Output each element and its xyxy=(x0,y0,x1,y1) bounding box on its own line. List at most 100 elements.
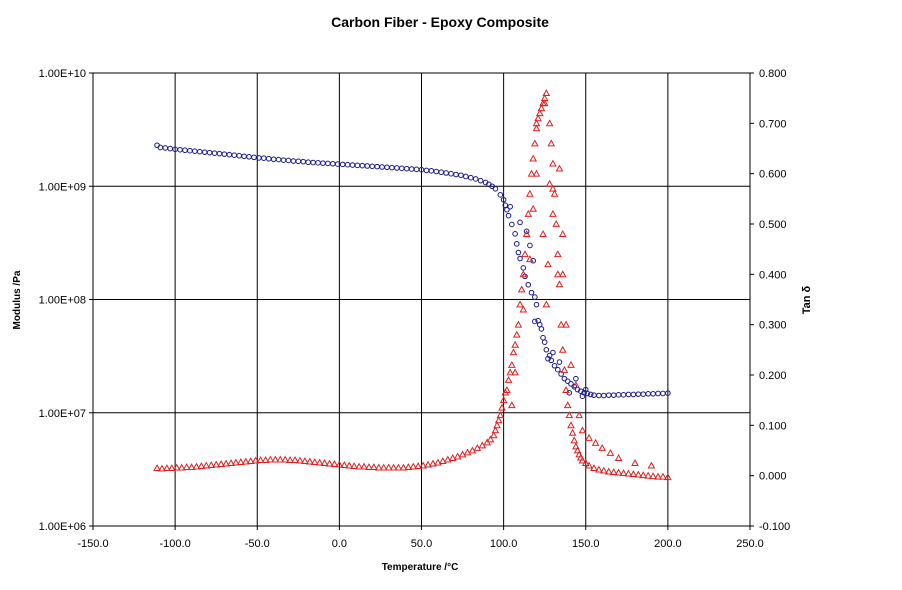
tan-delta-point xyxy=(355,462,363,470)
tan-delta-point xyxy=(187,463,196,471)
tan-delta-point xyxy=(647,461,656,469)
left-tick-label: 1.00E+07 xyxy=(39,408,86,420)
modulus-point xyxy=(564,378,571,384)
tan-delta-point xyxy=(424,460,432,468)
tan-delta-point xyxy=(429,459,437,467)
tan-delta-point xyxy=(325,459,334,467)
x-tick-label: 150.0 xyxy=(572,538,600,550)
tan-delta-point xyxy=(374,463,383,471)
tan-delta-point xyxy=(537,104,546,112)
right-axis-tick-labels: -0.100 0.000 0.100 0.200 0.300 0.400 0.500 0.60… xyxy=(750,68,790,533)
modulus-point xyxy=(517,219,523,226)
tan-delta-point xyxy=(539,230,547,237)
right-tick-label: 0.100 xyxy=(759,420,787,432)
tan-delta-point xyxy=(266,455,275,463)
tan-delta-point xyxy=(458,450,467,458)
modulus-point xyxy=(555,366,561,373)
tan-delta-point xyxy=(550,189,559,197)
tan-delta-point xyxy=(384,463,393,471)
tan-delta-point xyxy=(614,454,623,461)
tan-delta-point xyxy=(557,320,565,328)
tan-delta-point xyxy=(558,270,567,278)
tan-delta-point xyxy=(172,463,181,471)
tan-delta-point xyxy=(498,403,506,411)
tan-delta-point xyxy=(549,159,557,167)
x-tick-label: 50.0 xyxy=(411,538,432,550)
tan-delta-point xyxy=(379,463,388,471)
tan-delta-point xyxy=(532,124,541,132)
tan-delta-point xyxy=(167,464,176,472)
tan-delta-point xyxy=(251,456,260,464)
x-tick-label: 250.0 xyxy=(736,538,764,550)
tan-delta-point xyxy=(486,435,495,443)
tan-delta-series xyxy=(153,89,672,481)
tan-delta-point xyxy=(595,465,603,473)
tan-delta-point xyxy=(530,139,539,147)
modulus-point xyxy=(568,381,574,387)
tan-delta-point xyxy=(516,300,524,308)
tan-delta-point xyxy=(514,320,523,328)
tan-delta-point xyxy=(549,209,557,217)
modulus-point xyxy=(513,241,520,247)
tan-delta-point xyxy=(163,464,171,472)
modulus-point xyxy=(530,257,536,264)
grid xyxy=(93,73,750,526)
modulus-point xyxy=(525,281,532,288)
tan-delta-point xyxy=(521,250,529,258)
tan-delta-point xyxy=(177,463,186,471)
right-tick-label: 0.600 xyxy=(759,169,787,181)
tan-delta-point xyxy=(526,255,534,263)
tan-delta-point xyxy=(598,443,607,451)
tan-delta-point xyxy=(560,365,569,373)
x-tick-label: -100.0 xyxy=(160,538,191,550)
tan-delta-point xyxy=(419,461,427,469)
tan-delta-point xyxy=(506,368,515,376)
tan-delta-point xyxy=(567,360,575,368)
modulus-point xyxy=(665,390,671,396)
right-tick-label: 0.700 xyxy=(759,118,787,130)
right-tick-label: 0.400 xyxy=(759,269,787,281)
tan-delta-point xyxy=(241,457,250,465)
x-tick-label: -50.0 xyxy=(245,538,270,550)
tan-delta-point xyxy=(532,169,541,177)
modulus-point xyxy=(587,391,594,398)
tan-delta-point xyxy=(320,459,329,466)
modulus-point xyxy=(504,206,510,213)
right-tick-label: 0.000 xyxy=(759,471,787,483)
tan-delta-point xyxy=(553,250,562,258)
tan-delta-point xyxy=(158,464,166,472)
modulus-point xyxy=(515,249,522,256)
tan-delta-point xyxy=(572,381,580,388)
modulus-point xyxy=(551,362,558,369)
tan-delta-point xyxy=(659,472,667,480)
tan-delta-point xyxy=(345,461,354,469)
tan-delta-point xyxy=(529,204,538,212)
tan-delta-point xyxy=(527,169,536,177)
right-tick-label: 0.300 xyxy=(759,320,787,332)
right-tick-label: 0.800 xyxy=(759,68,787,80)
tan-delta-point xyxy=(567,421,575,429)
modulus-point xyxy=(463,173,469,180)
tan-delta-point xyxy=(453,452,462,460)
right-tick-label: 0.500 xyxy=(759,219,787,231)
tan-delta-point xyxy=(197,462,206,470)
tan-delta-point xyxy=(654,472,662,480)
tan-delta-point xyxy=(572,442,580,450)
tan-delta-point xyxy=(565,411,574,419)
modulus-point xyxy=(505,212,512,219)
tan-delta-point xyxy=(555,164,564,172)
tan-delta-point xyxy=(439,457,447,464)
tan-delta-point xyxy=(624,469,633,477)
tan-delta-point xyxy=(542,300,551,308)
tan-delta-point xyxy=(649,472,657,480)
tan-delta-point xyxy=(614,468,623,476)
left-axis-title: Modulus /Pa xyxy=(12,270,23,329)
left-axis-tick-labels: 1.00E+06 1.00E+07 1.00E+08 1.00E+09 1.00E+10 xyxy=(39,68,93,533)
modulus-point xyxy=(533,301,540,308)
tan-delta-point xyxy=(507,401,516,409)
right-axis-title: Tan δ xyxy=(801,285,813,314)
tan-delta-point xyxy=(236,458,245,465)
left-tick-label: 1.00E+08 xyxy=(39,295,86,307)
modulus-point xyxy=(523,228,530,235)
tan-delta-point xyxy=(575,411,584,419)
